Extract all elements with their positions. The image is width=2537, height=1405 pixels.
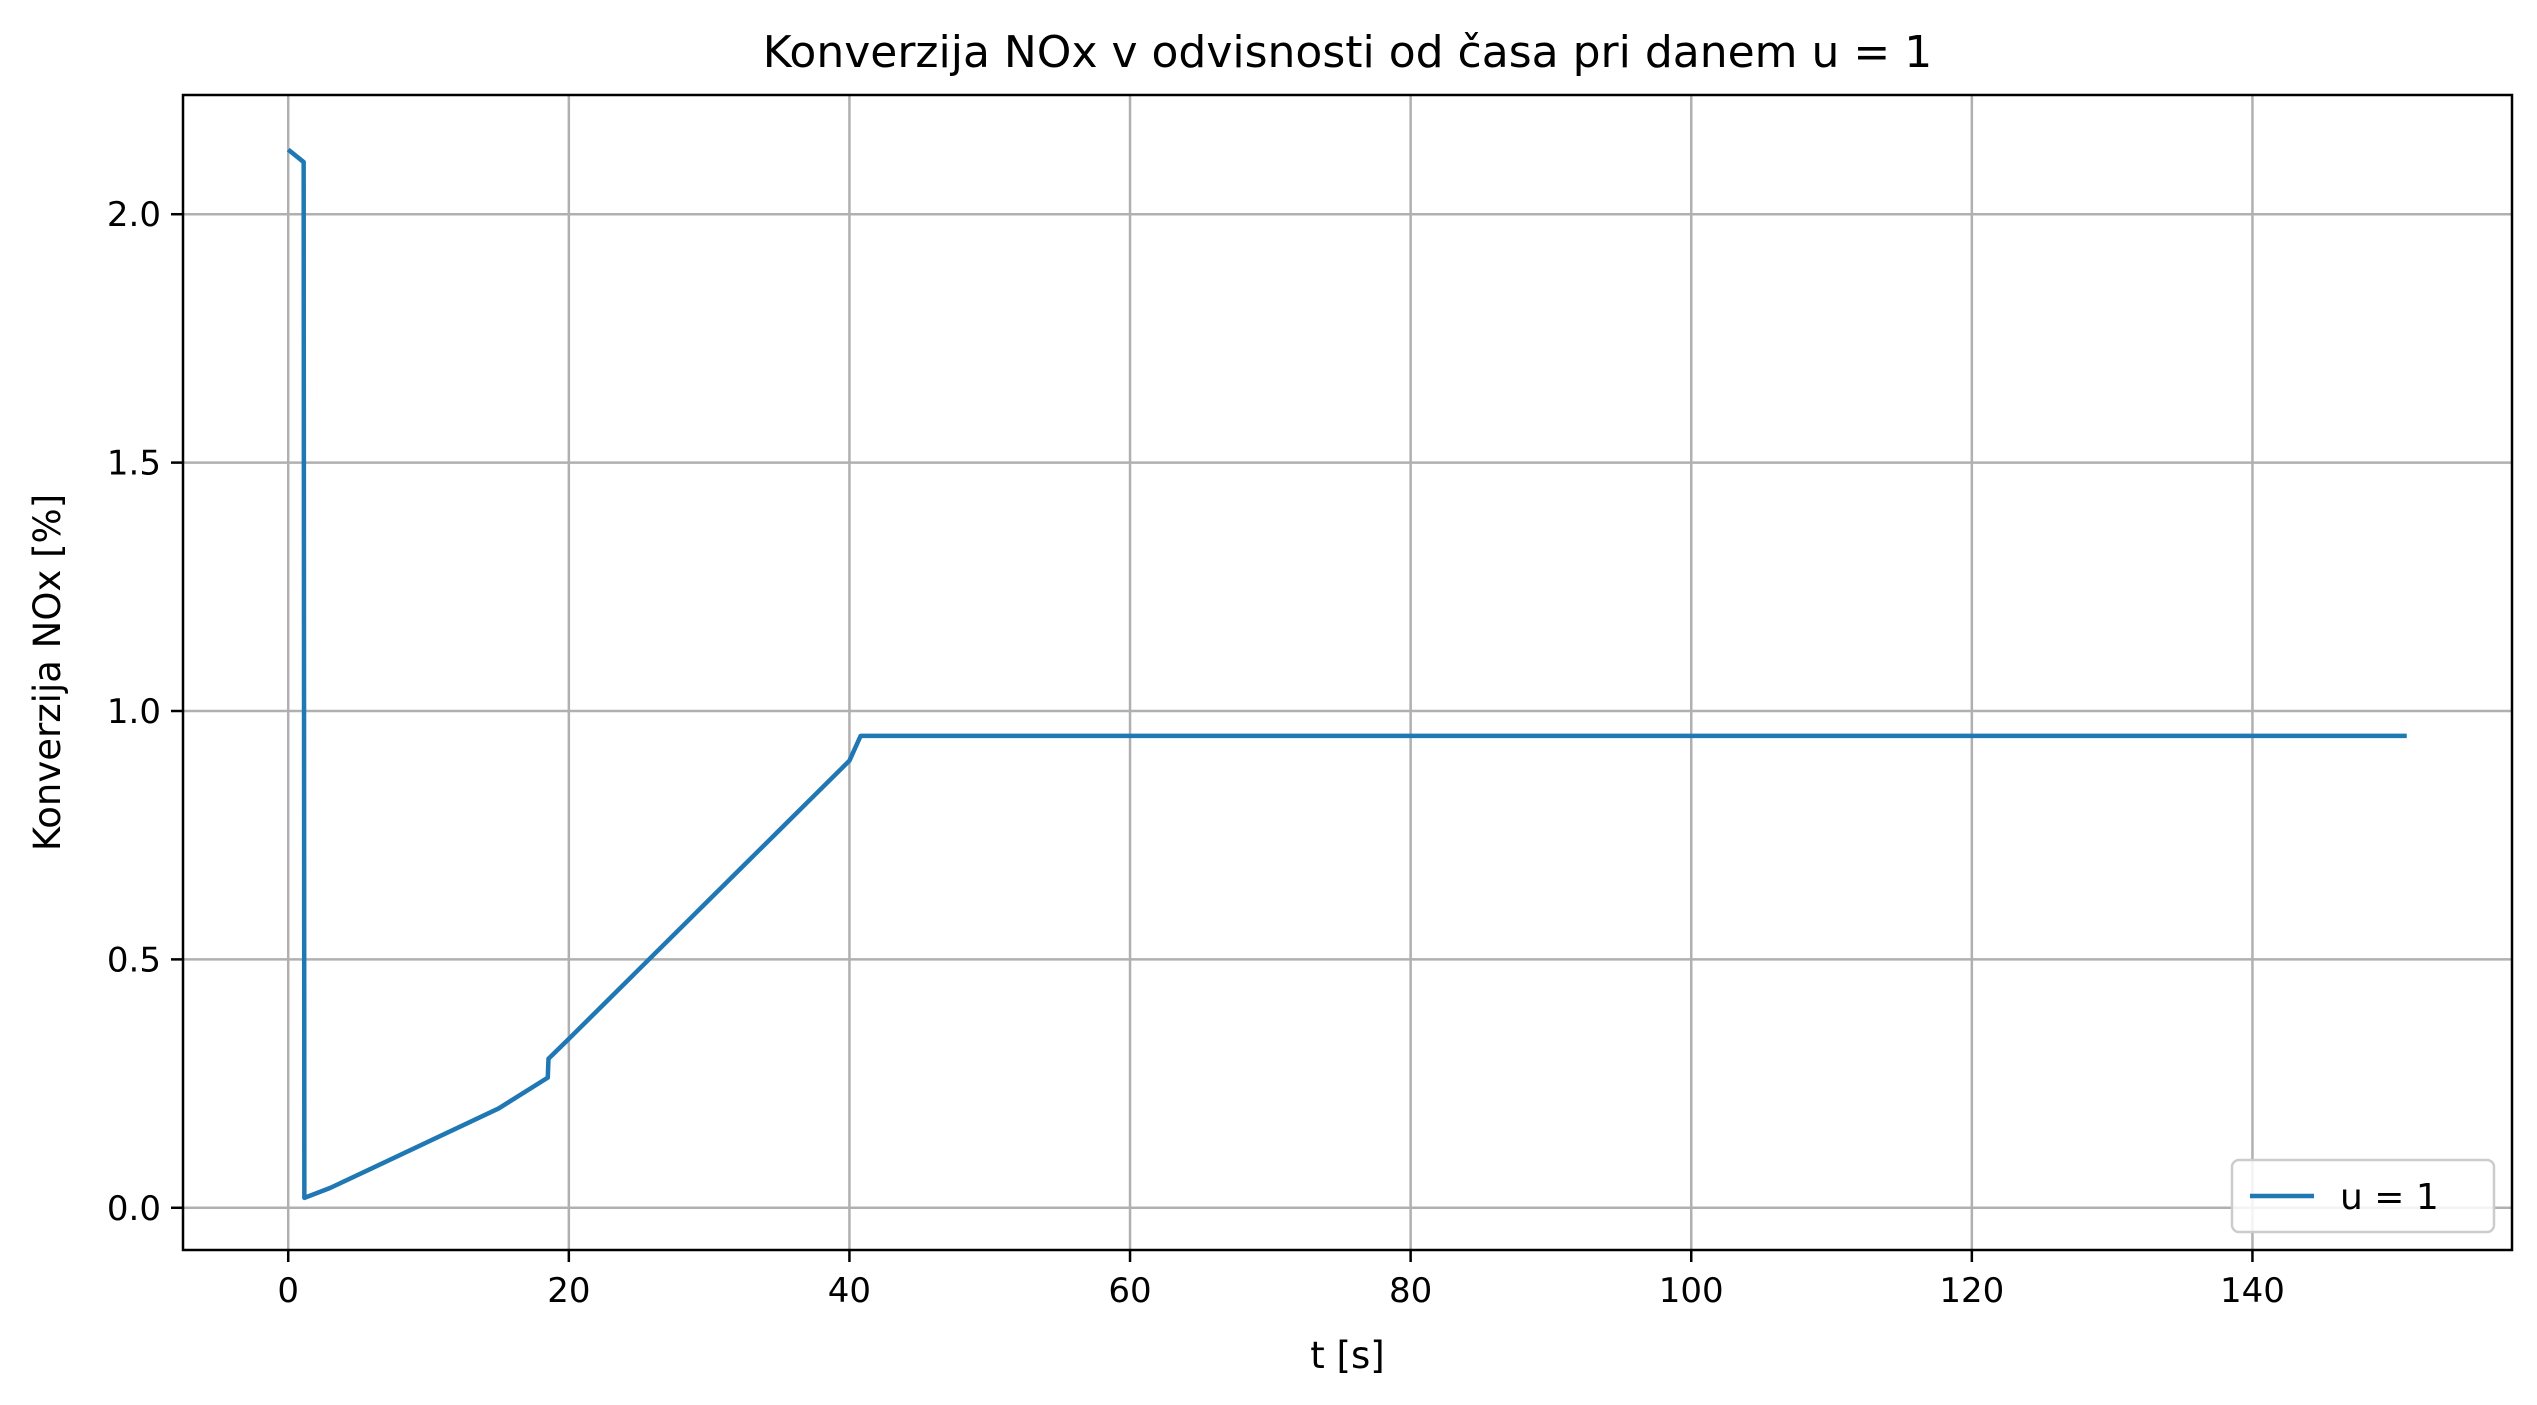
series-layer — [286, 147, 2407, 1201]
y-tick-label: 0.0 — [107, 1189, 161, 1229]
x-tick-label: 60 — [1108, 1271, 1151, 1311]
grid-lines — [183, 95, 2512, 1250]
y-tick-label: 1.0 — [107, 692, 161, 732]
x-tick-label: 120 — [1939, 1271, 2004, 1311]
y-tick-label: 2.0 — [107, 195, 161, 235]
x-tick-label: 20 — [547, 1271, 590, 1311]
y-tick-label: 1.5 — [107, 444, 161, 484]
axis-ticks: 0 20 40 60 80 100 120 140 0.0 0.5 1.0 1.5 2.0 — [107, 195, 2285, 1311]
x-tick-label: 40 — [828, 1271, 871, 1311]
legend-box — [2230, 1158, 2496, 1234]
y-tick-label: 0.5 — [107, 940, 161, 980]
plot-frame — [181, 93, 2514, 1252]
x-tick-label: 80 — [1389, 1271, 1432, 1311]
x-tick-label: 140 — [2220, 1271, 2285, 1311]
x-tick-label: 0 — [277, 1271, 299, 1311]
x-axis-label: t [s] — [1310, 1334, 1384, 1377]
chart-title: Konverzija NOx v odvisnosti od časa pri … — [763, 27, 1933, 78]
series-line-1 — [286, 147, 2407, 1201]
legend: u = 1 — [2230, 1158, 2496, 1234]
x-tick-label: 100 — [1659, 1271, 1724, 1311]
y-axis-label: Konverzija NOx [%] — [26, 494, 69, 851]
legend-label: u = 1 — [2340, 1177, 2439, 1218]
